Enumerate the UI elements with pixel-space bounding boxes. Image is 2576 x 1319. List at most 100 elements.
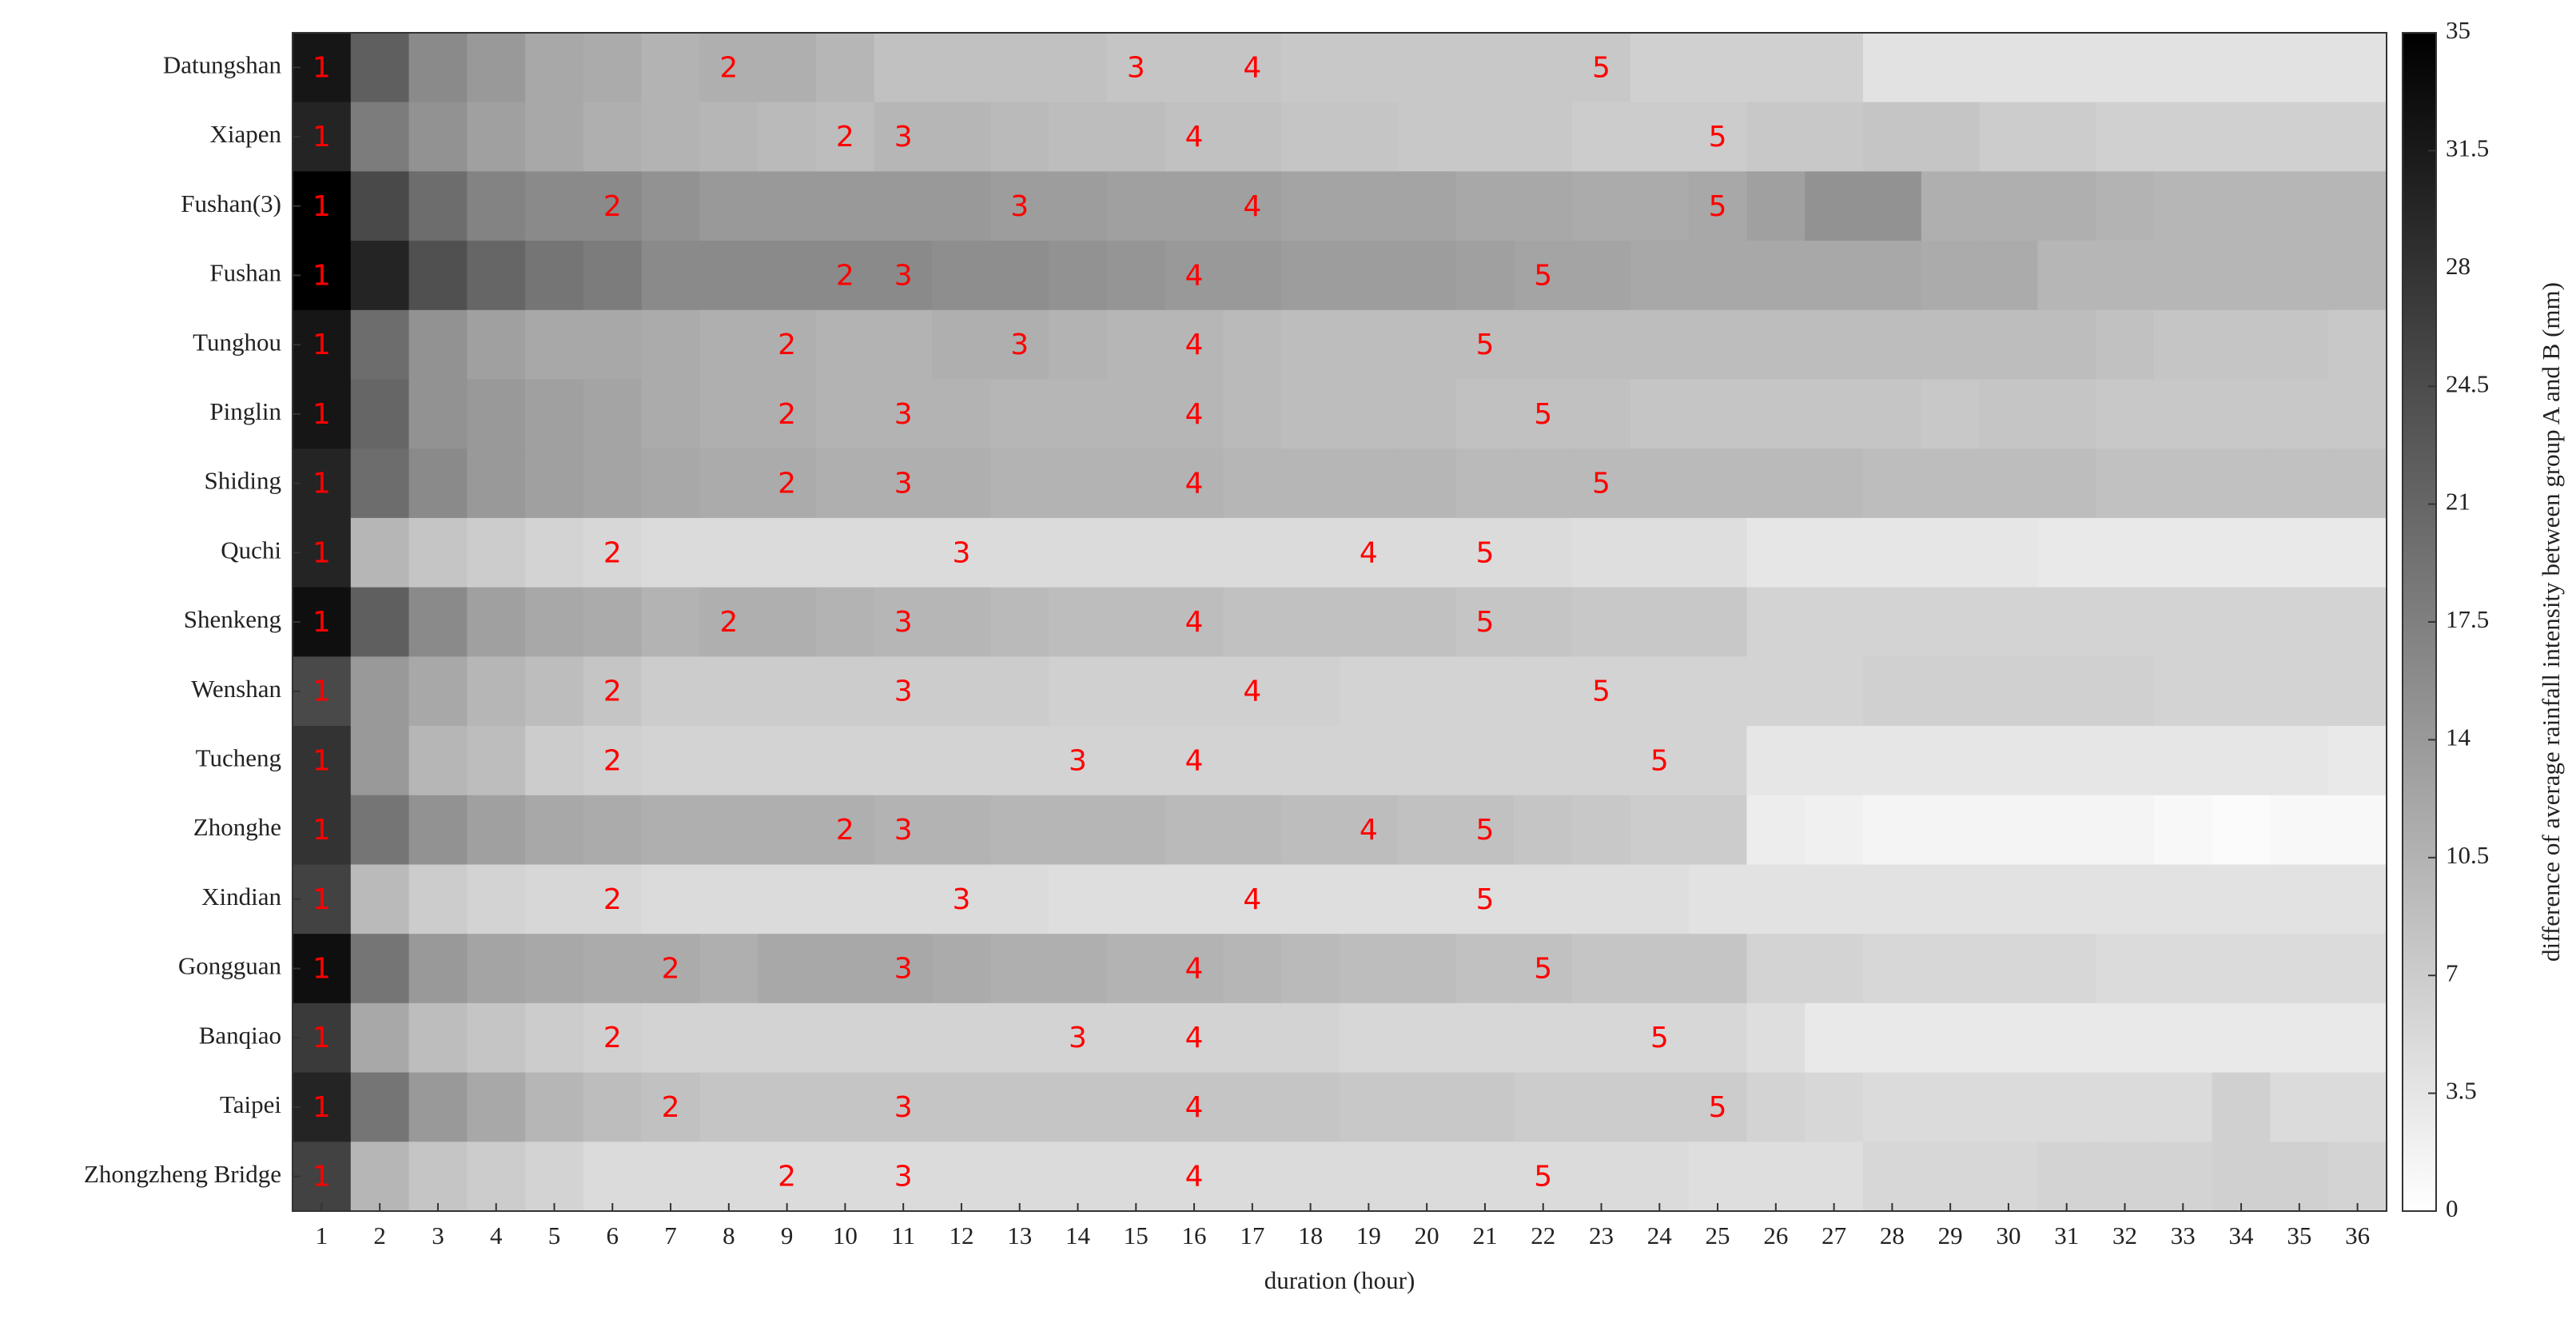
cell	[1805, 726, 1864, 796]
cell	[2270, 656, 2329, 727]
cell	[1281, 448, 1340, 519]
cell	[408, 309, 468, 381]
cell	[350, 656, 410, 727]
cell	[1514, 102, 1573, 173]
cell	[2153, 1072, 2213, 1142]
cell	[1863, 379, 1922, 449]
cell	[1049, 795, 1108, 866]
cell	[1688, 448, 1748, 519]
cell	[293, 795, 352, 866]
rank-label: 5	[1592, 468, 1610, 500]
cell	[1630, 102, 1690, 173]
cell	[1049, 448, 1108, 519]
cell	[1514, 309, 1573, 381]
cell	[1979, 726, 2038, 796]
cell	[1746, 864, 1806, 934]
cell	[932, 241, 991, 311]
cell	[1281, 1072, 1340, 1142]
x-tick-label: 36	[2345, 1221, 2370, 1249]
cell	[816, 795, 875, 866]
cell	[1165, 726, 1224, 796]
cell	[583, 448, 643, 519]
cell	[1049, 864, 1108, 934]
y-tick-label: Fushan(3)	[181, 189, 281, 217]
cell	[1921, 309, 1981, 381]
cell	[350, 379, 410, 449]
cell	[1049, 587, 1108, 657]
cell	[1281, 1002, 1340, 1074]
cell	[874, 726, 934, 796]
cell	[1630, 171, 1690, 241]
cell	[758, 309, 817, 381]
cell	[699, 587, 758, 657]
rank-label: 5	[1534, 953, 1552, 986]
cell	[932, 656, 991, 727]
cell	[2328, 864, 2387, 934]
cell	[1165, 102, 1224, 173]
cell	[932, 171, 991, 241]
cell	[1397, 309, 1457, 381]
cell	[2328, 1002, 2387, 1074]
cell	[1223, 1002, 1282, 1074]
cell	[1805, 587, 1864, 657]
cell	[641, 241, 701, 311]
rank-label: 5	[1534, 1161, 1552, 1193]
cell	[816, 517, 875, 588]
cell	[2270, 1072, 2329, 1142]
cell	[932, 864, 991, 934]
x-tick-label: 14	[1065, 1221, 1091, 1249]
cell	[816, 171, 875, 241]
y-tick-label: Zhonghe	[193, 813, 281, 841]
x-tick-label: 4	[490, 1221, 503, 1249]
cell	[1165, 934, 1224, 1004]
cell	[467, 934, 526, 1004]
cell	[1223, 102, 1282, 173]
cell	[525, 241, 584, 311]
cell	[1688, 726, 1748, 796]
cell	[1049, 171, 1108, 241]
cell	[408, 726, 468, 796]
cell	[525, 726, 584, 796]
cell	[350, 587, 410, 657]
cell	[641, 448, 701, 519]
cell	[408, 1072, 468, 1142]
cell	[641, 309, 701, 381]
cell	[1863, 795, 1922, 866]
cell	[2096, 33, 2155, 103]
cell	[874, 1072, 934, 1142]
x-tick-label: 12	[949, 1221, 973, 1249]
colorbar-tick-label: 21	[2446, 488, 2470, 516]
cell	[408, 448, 468, 519]
cell	[1106, 934, 1166, 1004]
rank-label: 3	[894, 953, 913, 986]
cell	[2270, 517, 2329, 588]
y-tick-label: Fushan	[209, 259, 281, 287]
cell	[641, 587, 701, 657]
cell	[1049, 309, 1108, 381]
cell	[1572, 33, 1631, 103]
cell	[1746, 1002, 1806, 1074]
cell	[1340, 934, 1399, 1004]
cell	[1746, 241, 1806, 311]
cell	[1572, 587, 1631, 657]
cell	[1688, 241, 1748, 311]
cell	[1223, 241, 1282, 311]
cell	[2328, 1072, 2387, 1142]
cell	[2212, 1142, 2271, 1212]
x-tick-label: 31	[2054, 1221, 2079, 1249]
cell	[350, 1002, 410, 1074]
cell	[990, 795, 1049, 866]
cell	[990, 171, 1049, 241]
cell	[293, 864, 352, 934]
cell	[2153, 309, 2213, 381]
cell	[1746, 934, 1806, 1004]
cell	[525, 517, 584, 588]
cell	[1165, 1002, 1224, 1074]
cell	[2037, 33, 2096, 103]
cell	[1340, 656, 1399, 727]
cell	[1165, 795, 1224, 866]
cell	[2153, 33, 2213, 103]
cell	[1863, 1002, 1922, 1074]
cell	[2212, 309, 2271, 381]
cell	[467, 864, 526, 934]
